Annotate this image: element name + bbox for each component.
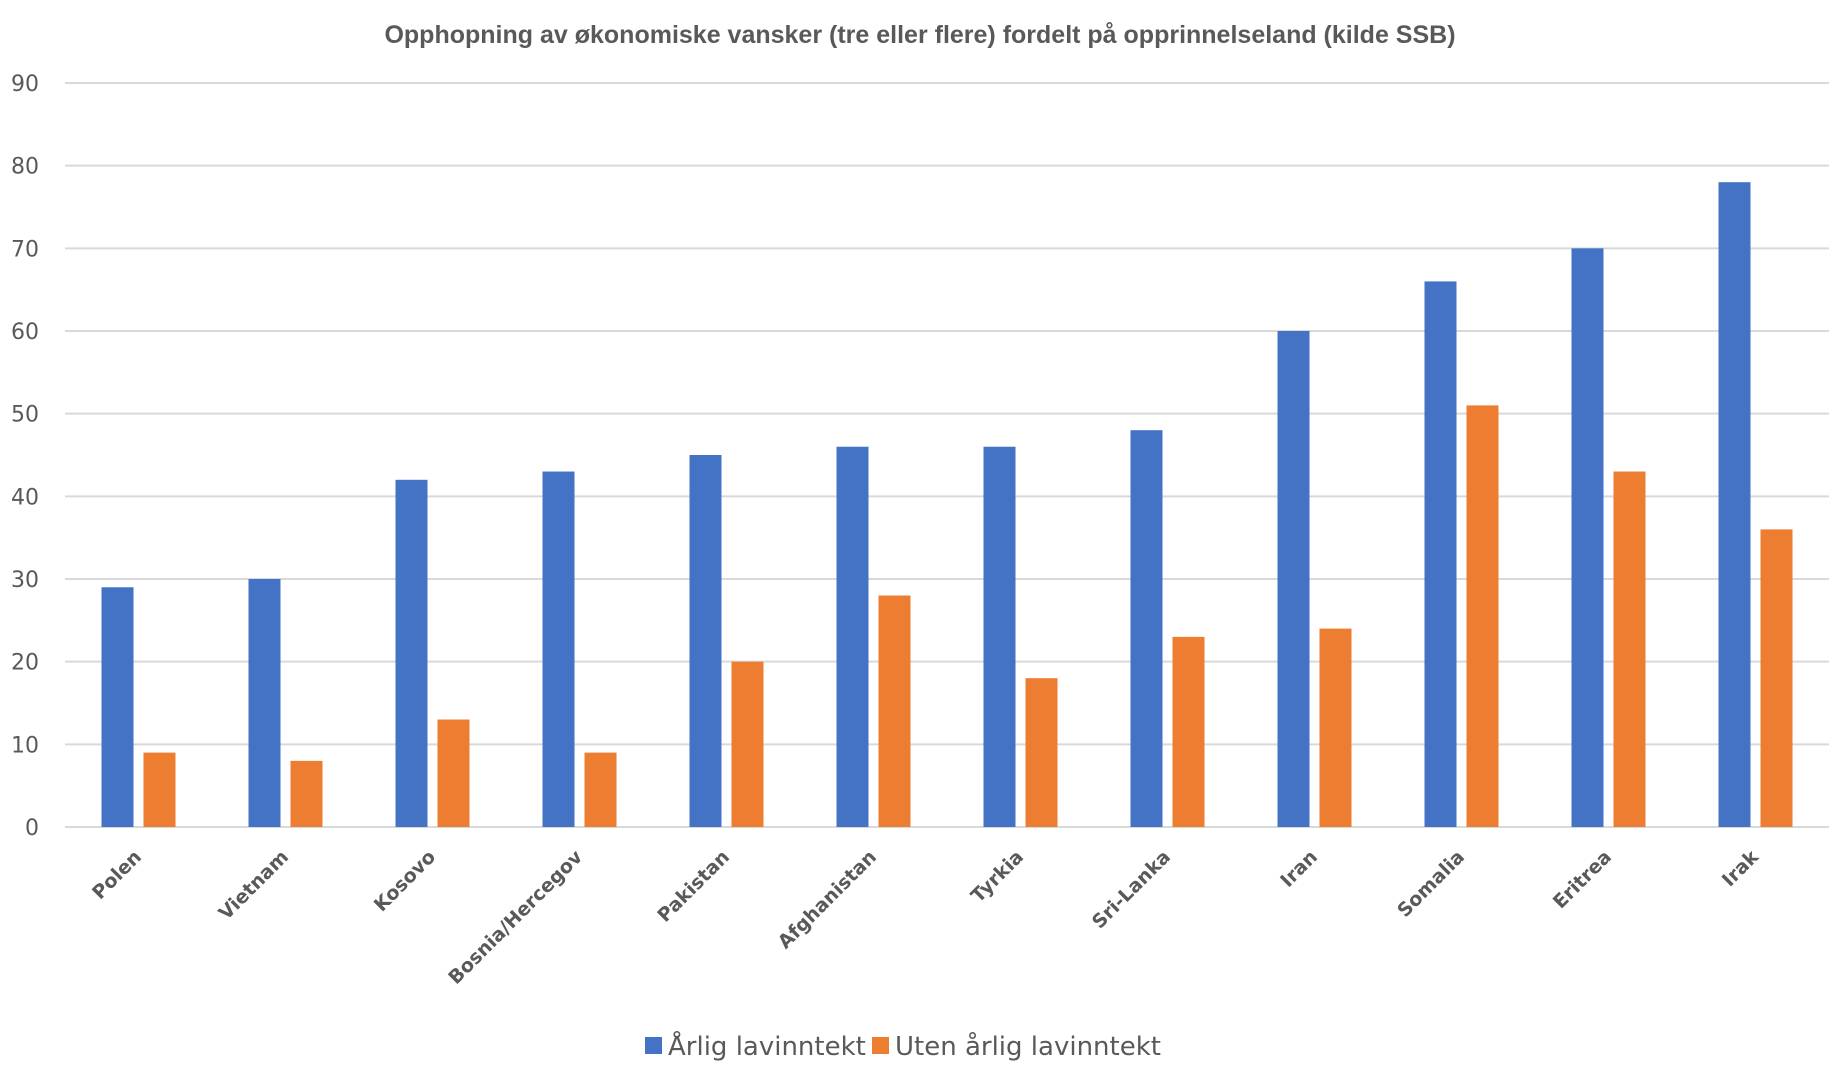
x-tick-label-tyrkia: Tyrkia [967, 846, 1028, 907]
x-tick-label-eritrea: Eritrea [1549, 846, 1616, 913]
x-tick-label-bosnia-hercegov: Bosnia/Hercegov [444, 846, 587, 989]
bar-tyrkia-series-1 [1025, 678, 1058, 827]
x-tick-label-afghanistan: Afghanistan [774, 846, 881, 953]
bars [101, 182, 1793, 828]
bar-pakistan-series-1 [731, 661, 764, 827]
bar-afghanistan-series-1 [878, 595, 911, 827]
y-tick-label: 20 [11, 651, 39, 676]
legend-label-arlig-lavinntekt: Årlig lavinntekt [668, 1030, 866, 1062]
y-tick-label: 70 [11, 237, 39, 262]
gridlines [65, 82, 1829, 828]
x-tick-label-irak: Irak [1718, 846, 1763, 891]
legend-swatch-uten-arlig-lavinntekt [872, 1037, 889, 1054]
x-axis-ticks: Polen Vietnam Kosovo Bosnia/Hercegov Pakista… [88, 846, 1763, 989]
legend-item-series-1[interactable]: Uten årlig lavinntekt [872, 1031, 1161, 1062]
y-tick-label: 90 [11, 72, 39, 97]
bar-somalia-series-1 [1466, 405, 1499, 827]
bar-afghanistan-series-0 [836, 446, 869, 827]
y-tick-label: 40 [11, 485, 39, 510]
y-tick-label: 80 [11, 155, 39, 180]
bar-eritrea-series-0 [1571, 248, 1604, 828]
bar-iran-series-0 [1277, 331, 1310, 827]
legend-swatch-arlig-lavinntekt [645, 1037, 662, 1054]
x-tick-label-polen: Polen [88, 846, 146, 904]
legend-item-series-0[interactable]: Årlig lavinntekt [645, 1030, 866, 1062]
x-tick-label-iran: Iran [1276, 846, 1322, 892]
x-tick-label-pakistan: Pakistan [653, 846, 734, 927]
bar-irak-series-0 [1718, 182, 1751, 827]
bar-kosovo-series-1 [437, 719, 470, 827]
x-tick-label-sri-lanka: Sri-Lanka [1088, 846, 1175, 933]
y-tick-label: 60 [11, 320, 39, 345]
bar-pakistan-series-0 [689, 455, 722, 827]
y-tick-label: 30 [11, 568, 39, 593]
y-tick-label: 10 [11, 733, 39, 758]
bar-polen-series-0 [101, 587, 134, 827]
y-tick-label: 50 [11, 403, 39, 428]
x-tick-label-kosovo: Kosovo [370, 846, 440, 916]
legend: Årlig lavinntekt Uten årlig lavinntekt [645, 1030, 1161, 1062]
legend-label-uten-arlig-lavinntekt: Uten årlig lavinntekt [895, 1031, 1161, 1062]
bar-sri-lanka-series-1 [1172, 636, 1205, 827]
bar-iran-series-1 [1319, 628, 1352, 827]
bar-somalia-series-0 [1424, 281, 1457, 827]
bar-irak-series-1 [1760, 529, 1793, 827]
x-tick-label-vietnam: Vietnam [215, 846, 293, 924]
y-tick-label: 0 [25, 816, 39, 841]
bar-bosnia-hercegov-series-0 [542, 471, 575, 827]
y-axis-ticks: 0 10 20 30 40 50 60 70 80 90 [11, 72, 39, 841]
bar-sri-lanka-series-0 [1130, 430, 1163, 827]
bar-vietnam-series-0 [248, 579, 281, 827]
x-tick-label-somalia: Somalia [1393, 846, 1469, 922]
bar-vietnam-series-1 [290, 760, 323, 827]
bar-bosnia-hercegov-series-1 [584, 752, 617, 827]
bar-tyrkia-series-0 [983, 446, 1016, 827]
bar-kosovo-series-0 [395, 479, 428, 827]
bar-polen-series-1 [143, 752, 176, 827]
bar-eritrea-series-1 [1613, 471, 1646, 827]
chart-title: Opphopning av økonomiske vansker (tre el… [384, 21, 1455, 49]
